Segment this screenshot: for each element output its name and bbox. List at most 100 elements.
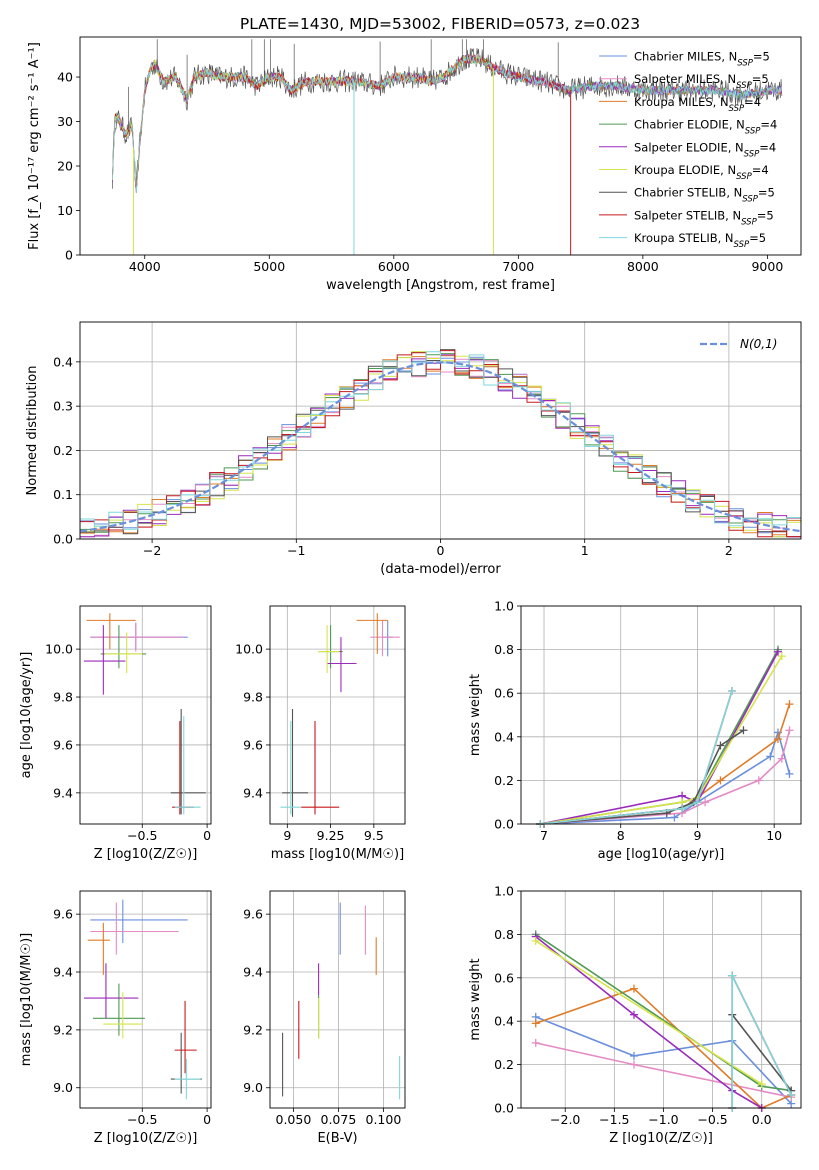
plus-marker — [531, 1038, 540, 1047]
y-tick-label: 0.8 — [494, 927, 514, 942]
legend-label: Chabrier STELIB, NSSP=5 — [634, 186, 775, 205]
y-tick-label: 0.6 — [494, 970, 514, 985]
y-tick-label: 9.4 — [243, 785, 263, 800]
y-tick-label: 9.8 — [243, 690, 263, 705]
y-tick-label: 9.2 — [53, 1022, 73, 1037]
spectrum-line — [112, 55, 494, 188]
mass-vs-metallicity-plot: −0.5 0 9.0 9.2 9.4 9.6 Z [log10(Z/Z☉)] mass [lo… — [19, 890, 212, 1146]
axes-frame — [269, 890, 406, 1109]
age-vs-mass-plot: 9 9.25 9.5 9.4 9.6 9.8 10.0 mass [log10(M/M☉)] — [235, 605, 406, 862]
plus-marker — [629, 984, 638, 993]
mass-weight-vs-age-plot: 7 8 9 10 0.0 0.2 0.4 0.6 0.8 1.0 age [log10(age/yr… — [468, 599, 802, 862]
plus-marker — [670, 813, 679, 822]
plus-marker — [693, 798, 702, 807]
y-tick-label: 0.2 — [494, 773, 514, 788]
y-tick-label: 9.8 — [53, 690, 73, 705]
legend-label: Salpeter ELODIE, NSSP=4 — [634, 140, 776, 159]
plus-marker — [785, 700, 794, 709]
x-tick-label: 9 — [693, 828, 701, 843]
plus-marker — [716, 741, 725, 750]
y-tick-label: 1.0 — [494, 884, 514, 899]
y-tick-label: 10.0 — [235, 642, 263, 657]
plus-marker — [773, 647, 782, 656]
x-tick-label: −0.5 — [697, 1112, 727, 1127]
spectrum-line — [112, 54, 783, 193]
y-tick-label: 9.6 — [243, 907, 263, 922]
y-tick-label: 0.6 — [494, 686, 514, 701]
plus-marker — [701, 798, 710, 807]
plus-marker — [754, 776, 763, 785]
x-axis-label: Z [log10(Z/Z☉)] — [94, 1131, 198, 1146]
y-tick-label: 9.0 — [53, 1080, 73, 1095]
plus-marker — [728, 971, 737, 980]
y-tick-label: 0.4 — [494, 729, 514, 744]
y-tick-label: 9.4 — [53, 785, 73, 800]
mass-weight-line — [535, 940, 763, 1085]
mass-weight-line — [540, 690, 733, 824]
y-tick-label: 1.0 — [494, 599, 514, 614]
plus-marker — [777, 652, 786, 661]
y-tick-label: 9.6 — [53, 907, 73, 922]
y-tick-label: 0.4 — [494, 1014, 514, 1029]
x-tick-label: −0.5 — [127, 828, 157, 843]
y-tick-label: 0.3 — [53, 399, 73, 414]
x-tick-label: −1.0 — [648, 1112, 678, 1127]
x-tick-label: 2 — [725, 543, 733, 558]
axes-frame — [79, 605, 212, 825]
plus-marker — [773, 734, 782, 743]
plus-marker — [777, 754, 786, 763]
x-tick-label: 8000 — [627, 259, 659, 274]
x-tick-label: 0 — [203, 1112, 211, 1127]
plus-marker — [739, 726, 748, 735]
x-axis-label: E(B-V) — [317, 1131, 357, 1146]
y-tick-label: 10.0 — [45, 642, 73, 657]
x-tick-label: 0.0 — [752, 1112, 772, 1127]
x-tick-label: 9 — [283, 828, 291, 843]
spectrum-line — [112, 53, 571, 188]
x-tick-label: 10 — [766, 828, 782, 843]
axes-frame — [79, 890, 212, 1109]
y-tick-label: 0.1 — [53, 487, 73, 502]
legend-label: Salpeter STELIB, NSSP=5 — [634, 208, 774, 227]
y-tick-label: 9.4 — [53, 965, 73, 980]
y-tick-label: 0.2 — [494, 1057, 514, 1072]
y-tick-label: 30 — [57, 114, 73, 129]
x-tick-label: 0 — [203, 828, 211, 843]
x-axis-label: Z [log10(Z/Z☉)] — [94, 847, 198, 862]
spectrum-plot: 4000 5000 6000 7000 8000 9000 0 10 20 30 40 wavelen… — [27, 36, 802, 293]
x-tick-label: 0.100 — [366, 1112, 402, 1127]
y-tick-label: 0.8 — [494, 642, 514, 657]
y-tick-label: 9.4 — [243, 965, 263, 980]
plus-marker — [531, 1019, 540, 1028]
mass-weight-line — [535, 1016, 792, 1105]
y-tick-label: 9.0 — [243, 1080, 263, 1095]
age-vs-metallicity-plot: −0.5 0 9.4 9.6 9.8 10.0 Z [log10(Z/Z☉)] age [lo… — [19, 605, 212, 862]
plus-marker — [727, 687, 736, 696]
x-tick-label: 7 — [540, 828, 548, 843]
plus-marker — [716, 776, 725, 785]
y-tick-label: 0 — [65, 248, 73, 263]
mass-weight-line — [540, 729, 744, 824]
axes-frame — [79, 321, 802, 540]
plus-marker — [757, 1080, 766, 1089]
y-axis-label: mass weight — [468, 958, 483, 1040]
figure-title: PLATE=1430, MJD=53002, FIBERID=0573, z=0… — [240, 15, 640, 33]
y-tick-label: 10 — [57, 203, 73, 218]
mass-weight-line — [540, 651, 779, 824]
legend-label: Chabrier MILES, NSSP=5 — [634, 50, 770, 69]
x-axis-label: (data-model)/error — [380, 562, 501, 577]
y-tick-label: 0.0 — [494, 817, 514, 832]
plus-marker — [629, 1051, 638, 1060]
axes-frame — [520, 890, 802, 1109]
legend-label: Kroupa STELIB, NSSP=5 — [634, 231, 766, 250]
plus-marker — [785, 769, 794, 778]
x-tick-label: 0.075 — [321, 1112, 357, 1127]
y-axis-label: mass [log10(M/M☉)] — [19, 933, 34, 1066]
mass-weight-line — [540, 730, 791, 824]
mass-weight-line — [535, 987, 792, 1108]
y-axis-label: Flux [f_λ 10⁻¹⁷ erg cm⁻² s⁻¹ A⁻¹] — [27, 42, 42, 250]
x-tick-label: 9.25 — [317, 828, 345, 843]
mass-weight-line — [540, 703, 791, 824]
plus-marker — [678, 804, 687, 813]
